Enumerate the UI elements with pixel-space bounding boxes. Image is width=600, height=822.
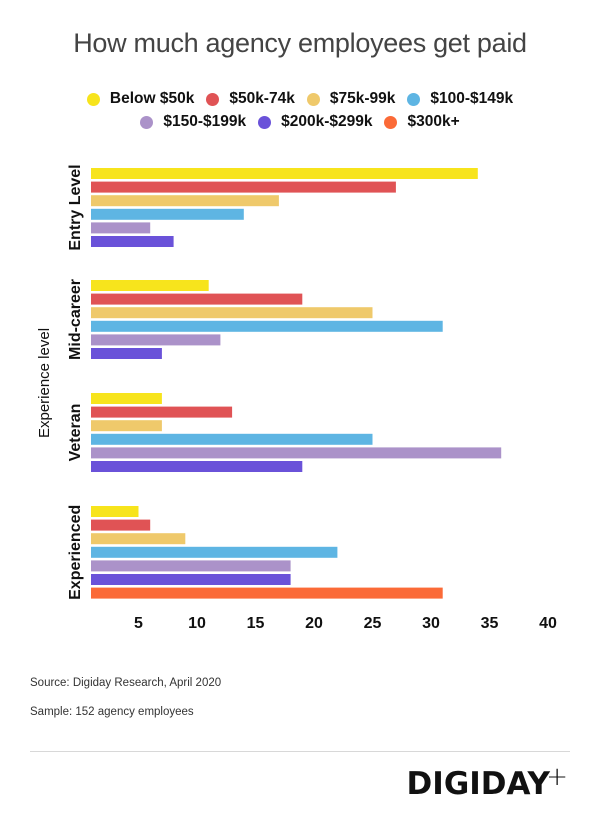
legend-label: $200k-$299k xyxy=(281,113,373,130)
bar-experienced-3 xyxy=(91,546,338,558)
legend-item: $100-$149k xyxy=(407,90,513,108)
source-note: Source: Digiday Research, April 2020 xyxy=(30,677,222,689)
digiday-logo: DIGIDAY xyxy=(406,766,550,802)
x-tick-label: 25 xyxy=(364,615,382,632)
legend-item: Below $50k xyxy=(86,90,195,108)
bar-mid-career-1 xyxy=(91,293,303,305)
plus-icon: + xyxy=(546,762,568,792)
bar-entry-level-0 xyxy=(91,168,478,179)
bar-mid-career-2 xyxy=(91,307,373,319)
legend-label: $100-$149k xyxy=(430,90,514,107)
legend-label: $300k+ xyxy=(407,113,460,130)
legend-label: $75k-99k xyxy=(329,90,396,107)
category-label: Veteran xyxy=(67,404,84,462)
bar-mid-career-3 xyxy=(91,320,443,332)
x-tick-label: 15 xyxy=(247,615,265,632)
legend-item: $300k+ xyxy=(384,113,460,131)
bar-veteran-2 xyxy=(91,420,162,432)
legend-swatch-icon xyxy=(140,115,154,129)
bar-veteran-3 xyxy=(91,433,373,445)
legend-item: $75k-99k xyxy=(306,90,396,108)
bar-experienced-5 xyxy=(91,574,291,585)
legend-item: $150-$199k xyxy=(140,113,246,131)
footer-divider xyxy=(30,751,570,752)
bar-veteran-1 xyxy=(91,406,233,418)
bar-entry-level-2 xyxy=(91,195,279,207)
legend-item: $200k-$299k xyxy=(258,113,372,131)
x-tick-label: 10 xyxy=(188,615,206,632)
bar-entry-level-3 xyxy=(91,208,244,220)
x-tick-label: 30 xyxy=(422,615,440,632)
legend-swatch-icon xyxy=(258,115,272,129)
legend-row-2: $150-$199k $200k-$299k $300k+ xyxy=(0,113,600,131)
bar-entry-level-4 xyxy=(91,222,151,234)
legend-swatch-icon xyxy=(86,92,100,106)
category-label: Mid-career xyxy=(67,279,84,360)
x-tick-label: 5 xyxy=(134,615,143,632)
legend-swatch-icon xyxy=(206,92,220,106)
x-tick-label: 20 xyxy=(305,615,323,632)
x-tick-label: 35 xyxy=(481,615,499,632)
legend-label: Below $50k xyxy=(109,90,195,107)
legend-swatch-icon xyxy=(306,92,320,106)
legend-swatch-icon xyxy=(384,115,398,129)
bar-chart: Entry Level Mid-career Veteran Experienced E… xyxy=(36,164,557,632)
bar-veteran-0 xyxy=(91,393,162,404)
bar-mid-career-5 xyxy=(91,348,162,359)
legend-row-1: Below $50k $50k-74k $75k-99k $100-$149k xyxy=(0,90,600,108)
bar-veteran-5 xyxy=(91,461,303,472)
bar-mid-career-4 xyxy=(91,334,221,346)
bar-experienced-1 xyxy=(91,519,151,531)
bar-experienced-0 xyxy=(91,506,139,517)
legend-swatch-icon xyxy=(407,92,421,106)
category-label: Experienced xyxy=(67,505,84,600)
bar-mid-career-0 xyxy=(91,280,209,291)
y-axis-title: Experience level xyxy=(36,328,53,438)
legend-item: $50k-74k xyxy=(206,90,295,108)
x-tick-label: 40 xyxy=(539,615,557,632)
bar-entry-level-1 xyxy=(91,181,396,193)
legend-label: $50k-74k xyxy=(229,90,295,107)
bar-veteran-4 xyxy=(91,447,502,459)
bar-experienced-6 xyxy=(91,587,443,599)
category-label: Entry Level xyxy=(67,164,84,250)
bar-experienced-2 xyxy=(91,533,186,545)
bar-experienced-4 xyxy=(91,560,291,572)
legend-label: $150-$199k xyxy=(163,113,247,130)
chart-title: How much agency employees get paid xyxy=(73,28,527,58)
sample-note: Sample: 152 agency employees xyxy=(30,706,194,718)
bar-entry-level-5 xyxy=(91,236,174,247)
